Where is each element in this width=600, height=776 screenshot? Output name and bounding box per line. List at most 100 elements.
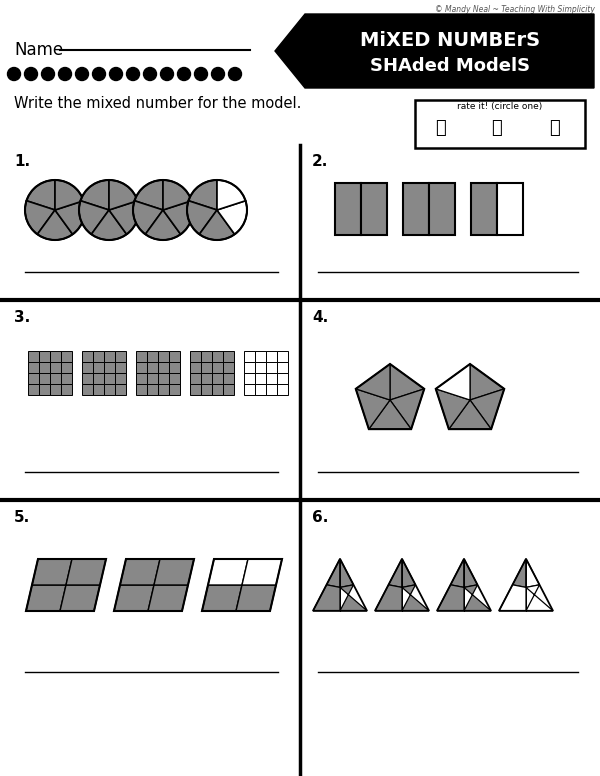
Bar	[82, 384, 93, 395]
Polygon shape	[470, 364, 504, 400]
Polygon shape	[242, 559, 282, 585]
Bar	[82, 351, 93, 362]
Bar	[403, 183, 429, 235]
Wedge shape	[109, 201, 139, 234]
Wedge shape	[187, 201, 217, 234]
Bar	[190, 351, 201, 362]
Text: ✋: ✋	[491, 119, 502, 137]
Bar	[28, 362, 39, 373]
Polygon shape	[470, 389, 504, 429]
Wedge shape	[133, 201, 163, 234]
Bar	[190, 362, 201, 373]
Bar	[28, 351, 39, 362]
Circle shape	[194, 68, 208, 81]
Wedge shape	[91, 210, 127, 240]
Bar	[266, 362, 277, 373]
Bar	[266, 373, 277, 384]
Bar	[169, 362, 180, 373]
Circle shape	[229, 68, 241, 81]
Bar	[190, 384, 201, 395]
Bar	[223, 362, 234, 373]
Polygon shape	[60, 585, 100, 611]
Bar	[136, 351, 147, 362]
Polygon shape	[236, 585, 276, 611]
Polygon shape	[449, 400, 491, 429]
Bar	[255, 384, 266, 395]
Text: 4.: 4.	[312, 310, 328, 325]
Bar	[255, 362, 266, 373]
Wedge shape	[145, 210, 181, 240]
Circle shape	[178, 68, 191, 81]
Circle shape	[110, 68, 122, 81]
Polygon shape	[356, 364, 390, 400]
Bar	[104, 351, 115, 362]
Text: 1.: 1.	[14, 154, 30, 169]
Polygon shape	[356, 389, 390, 429]
Polygon shape	[436, 364, 470, 400]
Text: 2.: 2.	[312, 154, 328, 169]
Bar	[104, 373, 115, 384]
Wedge shape	[26, 180, 55, 210]
Bar	[361, 183, 387, 235]
Polygon shape	[402, 559, 415, 587]
Bar	[50, 351, 61, 362]
Bar	[115, 384, 126, 395]
Bar	[158, 373, 169, 384]
Bar	[201, 373, 212, 384]
Polygon shape	[66, 559, 106, 585]
Wedge shape	[134, 180, 163, 210]
Bar	[147, 351, 158, 362]
Bar	[39, 362, 50, 373]
Bar	[429, 183, 455, 235]
Text: Write the mixed number for the model.: Write the mixed number for the model.	[14, 95, 301, 110]
Polygon shape	[114, 585, 154, 611]
Circle shape	[41, 68, 55, 81]
Bar	[136, 384, 147, 395]
Text: Name: Name	[14, 41, 63, 59]
Bar	[93, 351, 104, 362]
Bar	[190, 373, 201, 384]
Bar	[212, 351, 223, 362]
Polygon shape	[436, 389, 470, 429]
Bar	[147, 373, 158, 384]
Bar	[201, 384, 212, 395]
Text: MiXED NUMBErS: MiXED NUMBErS	[360, 30, 540, 50]
Polygon shape	[464, 559, 478, 587]
Polygon shape	[464, 585, 491, 611]
Bar	[39, 351, 50, 362]
Bar	[136, 362, 147, 373]
Bar	[50, 373, 61, 384]
Bar	[82, 362, 93, 373]
Text: 5.: 5.	[14, 511, 30, 525]
Polygon shape	[326, 559, 340, 587]
Circle shape	[127, 68, 139, 81]
Bar	[104, 362, 115, 373]
Text: rate it! (circle one): rate it! (circle one)	[457, 102, 542, 112]
Bar	[244, 373, 255, 384]
Polygon shape	[208, 559, 248, 585]
Bar	[169, 373, 180, 384]
Bar	[201, 362, 212, 373]
Bar	[82, 373, 93, 384]
Bar	[244, 351, 255, 362]
Bar	[115, 362, 126, 373]
Bar	[223, 351, 234, 362]
Polygon shape	[451, 559, 464, 587]
Polygon shape	[275, 14, 594, 88]
Circle shape	[143, 68, 157, 81]
Circle shape	[7, 68, 20, 81]
Bar	[415, 100, 585, 148]
Bar	[212, 373, 223, 384]
Bar	[266, 351, 277, 362]
Polygon shape	[340, 559, 353, 587]
Bar	[147, 384, 158, 395]
Bar	[93, 373, 104, 384]
Bar	[335, 183, 361, 235]
Polygon shape	[526, 559, 539, 587]
Bar	[158, 351, 169, 362]
Bar	[255, 373, 266, 384]
Bar	[244, 362, 255, 373]
Polygon shape	[313, 585, 340, 611]
Bar	[244, 384, 255, 395]
Text: © Mandy Neal ~ Teaching With Simplicity: © Mandy Neal ~ Teaching With Simplicity	[435, 5, 595, 14]
